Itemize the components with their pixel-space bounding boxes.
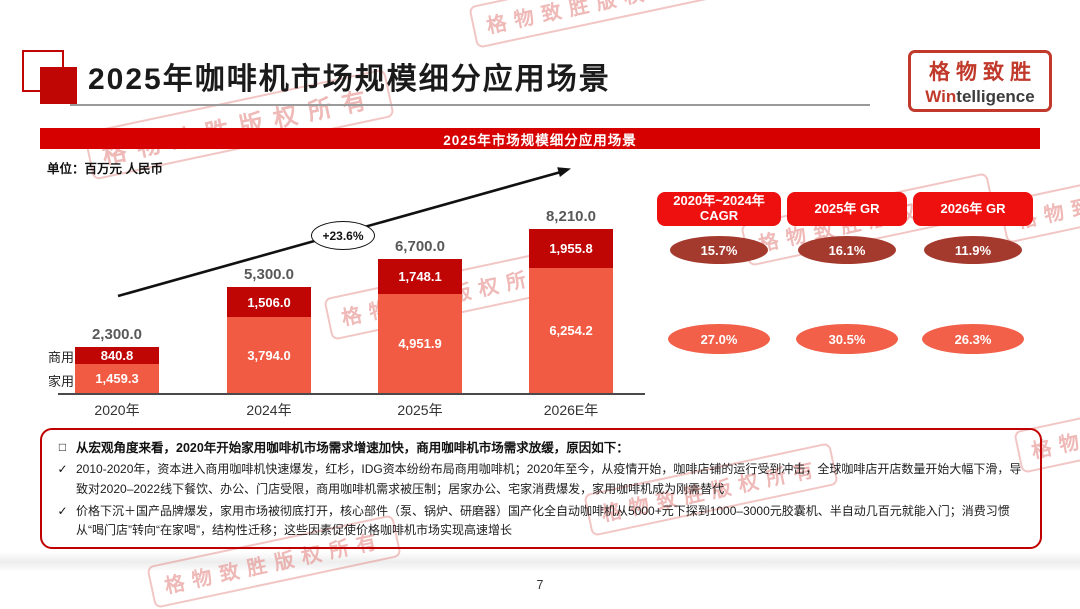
watermark-stamp: 格物致胜版权所有: [468, 0, 724, 49]
growth-rate-annotation: +23.6%: [311, 221, 375, 250]
logo-english-name: Wintelligence: [925, 87, 1034, 107]
notes-headline: 从宏观角度来看，2020年开始家用咖啡机市场需求增速加快，商用咖啡机市场需求放缓…: [76, 441, 629, 455]
bar-total-label: 2,300.0: [91, 325, 143, 343]
notes-box: □ 从宏观角度来看，2020年开始家用咖啡机市场需求增速加快，商用咖啡机市场需求…: [40, 428, 1042, 549]
bottom-shading-band: [0, 552, 1080, 570]
section-banner: 2025年市场规模细分应用场景: [40, 128, 1040, 149]
bar-segment-home: 6,254.2: [529, 267, 613, 393]
bar-chart: +23.6% 商用 家用 840.8 1,459.3 2,300.0 2020年 1,5…: [40, 165, 660, 420]
logo-en-dark-part: telligence: [956, 86, 1035, 106]
page-title: 2025年咖啡机市场规模细分应用场景: [88, 63, 611, 96]
company-logo: 格物致胜 Wintelligence: [908, 50, 1052, 112]
series-label-home: 家用: [47, 374, 74, 389]
category-label: 2020年: [94, 402, 140, 418]
square-bullet-icon: □: [58, 440, 67, 454]
stat-light-ellipse: 27.0%: [668, 324, 770, 354]
bar-segment-home: 4,951.9: [378, 293, 462, 393]
stat-dark-ellipse: 11.9%: [924, 236, 1022, 264]
category-label: 2025年: [397, 402, 443, 418]
unit-label: 单位：百万元 人民币: [47, 162, 163, 176]
notes-headline-row: □ 从宏观角度来看，2020年开始家用咖啡机市场需求增速加快，商用咖啡机市场需求…: [55, 438, 1027, 458]
category-label: 2024年: [246, 402, 292, 418]
title-square-fill-decoration: [40, 67, 77, 104]
notes-bullet-text: 价格下沉＋国产品牌爆发，家用市场被彻底打开，核心部件（泵、锅炉、研磨器）国产化全…: [76, 503, 1010, 538]
category-label: 2026E年: [543, 402, 599, 418]
bar-total-label: 6,700.0: [394, 238, 446, 255]
bar-segment-home: 3,794.0: [227, 317, 311, 393]
notes-bullet-row: ✓ 价格下沉＋国产品牌爆发，家用市场被彻底打开，核心部件（泵、锅炉、研磨器）国产…: [55, 502, 1027, 542]
notes-bullet-row: ✓ 2010-2020年，资本进入商用咖啡机快速爆发，红杉，IDG资本纷纷布局商…: [55, 460, 1027, 500]
notes-bullet-text: 2010-2020年，资本进入商用咖啡机快速爆发，红杉，IDG资本纷纷布局商用咖…: [76, 462, 1022, 496]
stat-header-2026-gr: 2026年 GR: [913, 192, 1033, 226]
x-axis-line: [58, 393, 645, 395]
bar-segment-commercial: 1,506.0: [227, 287, 311, 318]
stat-light-ellipse: 26.3%: [922, 324, 1024, 354]
stats-panel: 2020年~2024年 CAGR 15.7% 27.0% 2025年 GR 16…: [657, 192, 1033, 362]
check-icon: ✓: [57, 503, 68, 518]
title-underline: [70, 104, 870, 106]
page-number: 7: [536, 578, 544, 592]
stats-column: 2026年 GR 11.9% 26.3%: [913, 192, 1033, 354]
bar-segment-commercial: 1,748.1: [378, 259, 462, 294]
bar-segment-commercial: 840.8: [75, 346, 159, 364]
stat-header-cagr: 2020年~2024年 CAGR: [657, 192, 781, 226]
stat-header-2025-gr: 2025年 GR: [787, 192, 907, 226]
series-label-commercial: 商用: [47, 350, 74, 365]
stats-column: 2025年 GR 16.1% 30.5%: [787, 192, 907, 354]
logo-chinese-name: 格物致胜: [929, 60, 1037, 84]
bar-total-label: 5,300.0: [243, 266, 295, 283]
logo-en-red-part: Win: [925, 86, 957, 106]
stat-dark-ellipse: 16.1%: [798, 236, 896, 264]
stat-dark-ellipse: 15.7%: [670, 236, 768, 264]
stats-column: 2020年~2024年 CAGR 15.7% 27.0%: [657, 192, 781, 354]
check-icon: ✓: [57, 462, 68, 476]
bar-segment-home: 1,459.3: [75, 363, 159, 393]
stat-light-ellipse: 30.5%: [796, 324, 898, 354]
bar-total-label: 8,210.0: [545, 207, 597, 225]
bar-segment-commercial: 1,955.8: [529, 228, 613, 268]
